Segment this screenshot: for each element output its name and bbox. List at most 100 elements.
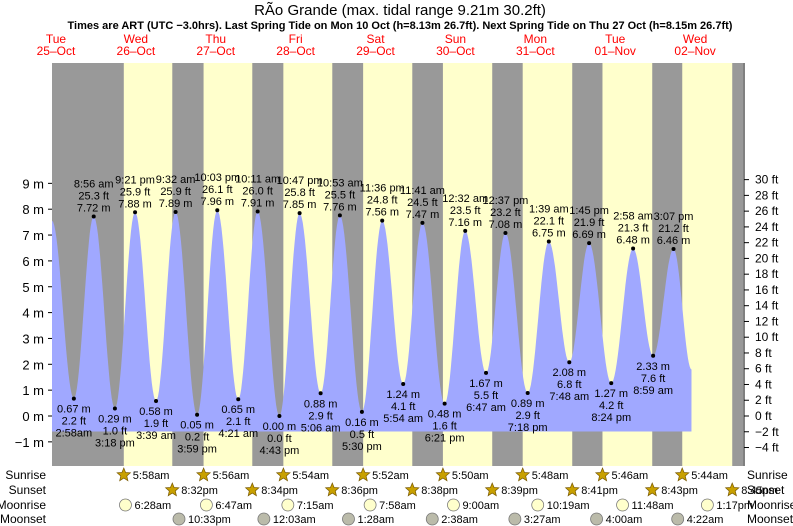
day-date: 25–Oct: [37, 44, 76, 58]
ft-tick-label: 10 ft: [755, 330, 779, 344]
moonrise-time: 7:15am: [297, 500, 334, 512]
tide-m-label: 0.67 m: [57, 404, 91, 416]
sunset-icon: [484, 482, 500, 497]
day-name: Sun: [445, 32, 466, 46]
ft-tick-label: −2 ft: [755, 425, 779, 439]
tide-ft-label: 2.9 ft: [515, 410, 539, 422]
moonrise-time: 10:19am: [547, 500, 590, 512]
m-tick-label: 5 m: [22, 280, 44, 295]
tide-m-label: 2.08 m: [552, 367, 586, 379]
sunset-icon: [564, 482, 580, 497]
tide-time-label: 4:43 pm: [260, 445, 300, 457]
tide-ft-label: 0.5 ft: [350, 429, 374, 441]
sunset-time: 8:43pm: [661, 485, 698, 497]
tide-point: [380, 218, 385, 223]
tide-ft-label: 25.9 ft: [120, 186, 151, 198]
ft-tick-label: 6 ft: [755, 362, 772, 376]
day-name: Thu: [205, 32, 226, 46]
tide-point: [112, 406, 117, 411]
tide-m-label: 1.27 m: [594, 388, 628, 400]
tide-m-label: 7.76 m: [323, 201, 357, 213]
tide-time-label: 3:59 pm: [177, 444, 217, 456]
sunset-icon: [404, 482, 420, 497]
sunset-icon: [324, 482, 340, 497]
tide-point: [671, 247, 676, 252]
tide-time-label: 8:56 am: [74, 178, 114, 190]
sunset-row-label: Sunset: [9, 483, 47, 497]
tide-ft-label: 26.0 ft: [242, 186, 273, 198]
moonrise-icon: [281, 498, 295, 512]
tide-point: [215, 208, 220, 213]
tide-time-label: 3:18 pm: [95, 438, 135, 450]
ft-tick-label: 8 ft: [755, 346, 772, 360]
tide-ft-label: 25.8 ft: [284, 187, 315, 199]
ephemeris-rows: Sunrise Sunrise 5:58am 5:56am 5:54am 5:52am 5:…: [0, 467, 793, 526]
sunrise-time: 5:52am: [372, 470, 409, 482]
tide-time-label: 7:18 pm: [508, 422, 548, 434]
sunrise-time: 5:56am: [213, 470, 250, 482]
sunset-time: 8:38pm: [421, 485, 458, 497]
ft-tick-label: 26 ft: [755, 204, 779, 218]
tide-m-label: 6.48 m: [616, 234, 650, 246]
moonset-icon: [172, 512, 186, 526]
moonrise-icon: [119, 498, 132, 512]
tide-ft-label: 21.3 ft: [618, 222, 649, 234]
tide-ft-label: 0.2 ft: [185, 432, 209, 444]
moonrise-row-label-right: Moonrise: [747, 498, 793, 512]
ft-tick-label: 0 ft: [755, 409, 772, 423]
sunset-time: 8:39pm: [501, 485, 538, 497]
tide-time-label: 12:37 pm: [482, 195, 528, 207]
tide-m-label: 7.85 m: [283, 199, 317, 211]
tide-point: [173, 210, 178, 215]
tide-time-label: 8:59 am: [633, 385, 673, 397]
moonrise-time: 6:28am: [134, 500, 171, 512]
sunrise-time: 5:58am: [133, 470, 170, 482]
sunrise-row-label-right: Sunrise: [747, 468, 788, 482]
tide-m-label: 7.08 m: [489, 219, 523, 231]
tide-m-label: 0.29 m: [98, 414, 132, 426]
tide-time-label: 10:03 pm: [194, 172, 240, 184]
tide-time-label: 5:54 am: [383, 413, 423, 425]
day-name: Tue: [46, 32, 67, 46]
tide-point: [318, 391, 323, 396]
sunrise-icon: [435, 467, 451, 482]
tide-ft-label: 5.5 ft: [474, 390, 498, 402]
tide-m-label: 7.72 m: [77, 202, 111, 214]
moonset-time: 2:38am: [441, 514, 478, 526]
tide-point: [236, 397, 241, 402]
moonrise-icon: [200, 498, 213, 512]
tide-m-label: 7.96 m: [200, 196, 234, 208]
tide-m-label: 7.88 m: [118, 198, 152, 210]
moonset-icon: [671, 512, 685, 526]
tide-ft-label: 26.1 ft: [202, 184, 233, 196]
tide-time-label: 10:47 pm: [277, 175, 323, 187]
tide-point: [195, 412, 200, 417]
tide-point: [359, 409, 364, 414]
tide-time-label: 5:30 pm: [342, 441, 382, 453]
sunset-icon: [644, 482, 660, 497]
tide-point: [503, 230, 508, 235]
tide-ft-label: 2.9 ft: [308, 410, 332, 422]
tide-point: [297, 211, 302, 216]
tide-m-label: 0.48 m: [428, 409, 462, 421]
sunrise-icon: [355, 467, 371, 482]
tide-point: [154, 399, 159, 404]
sunset-time: 8:41pm: [581, 485, 618, 497]
moonset-time: 4:00am: [606, 514, 643, 526]
sunset-time: 8:34pm: [261, 485, 298, 497]
tide-ft-label: 6.8 ft: [557, 379, 581, 391]
day-name: Tue: [605, 32, 626, 46]
tide-point: [91, 214, 96, 219]
tide-point: [587, 241, 592, 246]
m-tick-label: 3 m: [22, 331, 44, 346]
tide-point: [337, 213, 342, 218]
tide-ft-label: 1.6 ft: [432, 421, 456, 433]
sunrise-time: 5:48am: [532, 470, 569, 482]
tide-m-label: 1.24 m: [386, 389, 420, 401]
sunset-icon: [244, 482, 260, 497]
chart-title: RÃ­o Grande (max. tidal range 9.21m 30.2…: [254, 2, 546, 19]
tide-time-label: 11:41 am: [400, 185, 445, 197]
tide-time-label: 2:58am: [56, 428, 93, 440]
tide-m-label: 7.16 m: [448, 217, 482, 229]
